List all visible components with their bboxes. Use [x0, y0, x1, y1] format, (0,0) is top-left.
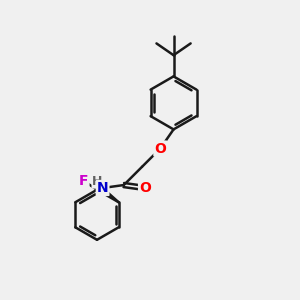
Text: F: F: [79, 174, 88, 188]
Text: O: O: [154, 142, 166, 155]
Text: N: N: [97, 181, 108, 195]
Text: H: H: [92, 175, 103, 188]
Text: O: O: [139, 181, 151, 195]
